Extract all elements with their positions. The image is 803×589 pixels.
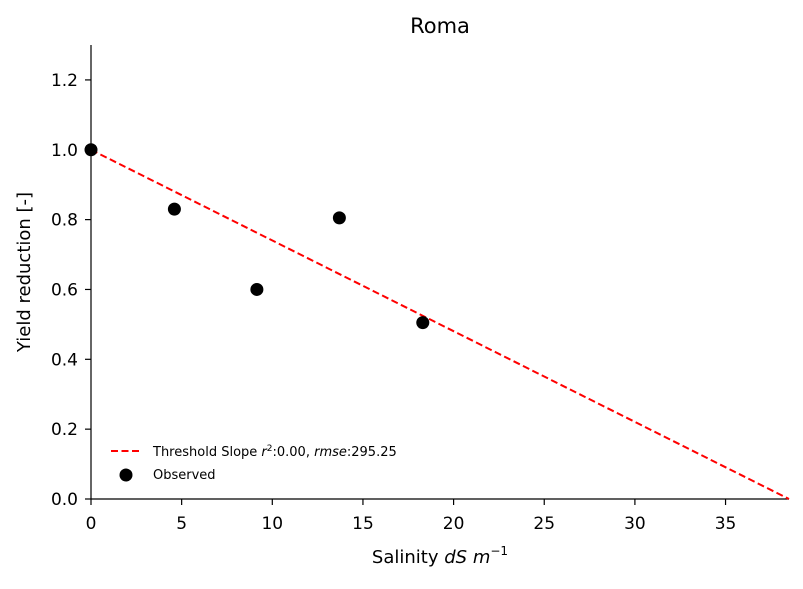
legend-marker-swatch [119, 468, 133, 482]
y-tick-label: 1.2 [51, 71, 78, 91]
y-tick-label: 0.0 [51, 490, 78, 510]
axes [90, 45, 789, 500]
y-tick-label: 0.2 [51, 420, 78, 440]
legend-r2-val: :0.00, [273, 445, 315, 460]
y-tick-label: 0.4 [51, 350, 78, 370]
chart-title: Roma [410, 14, 470, 38]
threshold-slope-line [90, 148, 790, 500]
x-axis-label: Salinity dS m−1 [372, 544, 508, 568]
y-axis-label: Yield reduction [-] [14, 192, 35, 353]
x-tick-label: 30 [624, 514, 646, 534]
observed-point [416, 316, 430, 330]
y-ticks: 0.0 0.2 0.4 0.6 0.8 1.0 1.2 [51, 71, 91, 510]
y-tick-label: 0.6 [51, 280, 78, 300]
x-axis-label-unit-m: m [473, 547, 491, 568]
legend: Threshold Slope r2:0.00, rmse:295.25 Obs… [111, 444, 397, 483]
legend-r2-var: r [261, 445, 268, 460]
x-tick-label: 35 [715, 514, 737, 534]
observed-point [167, 202, 181, 216]
legend-label-observed: Observed [153, 468, 216, 483]
legend-rmse-val: :295.25 [347, 445, 397, 460]
y-tick-label: 0.8 [51, 211, 78, 231]
legend-threshold-label: Threshold Slope [152, 445, 261, 460]
observed-point [250, 282, 264, 296]
observed-point [332, 211, 346, 225]
observed-point [84, 143, 98, 157]
legend-r2-sup: 2 [267, 444, 273, 454]
y-tick-label: 1.0 [51, 141, 78, 161]
x-tick-label: 10 [261, 514, 283, 534]
x-tick-label: 25 [533, 514, 555, 534]
legend-label-threshold: Threshold Slope r2:0.00, rmse:295.25 [152, 444, 397, 460]
x-axis-label-unit-var: dS [444, 547, 467, 568]
series-threshold-slope [90, 148, 790, 500]
x-tick-label: 20 [443, 514, 465, 534]
x-axis-label-prefix: Salinity [372, 547, 444, 568]
legend-rmse-var: rmse [314, 445, 347, 460]
x-tick-label: 0 [86, 514, 97, 534]
x-ticks: 0 5 10 15 20 25 30 35 [86, 499, 737, 534]
x-axis-label-unit-exp: −1 [490, 544, 508, 558]
series-observed [84, 143, 430, 330]
x-tick-label: 15 [352, 514, 374, 534]
x-tick-label: 5 [176, 514, 187, 534]
